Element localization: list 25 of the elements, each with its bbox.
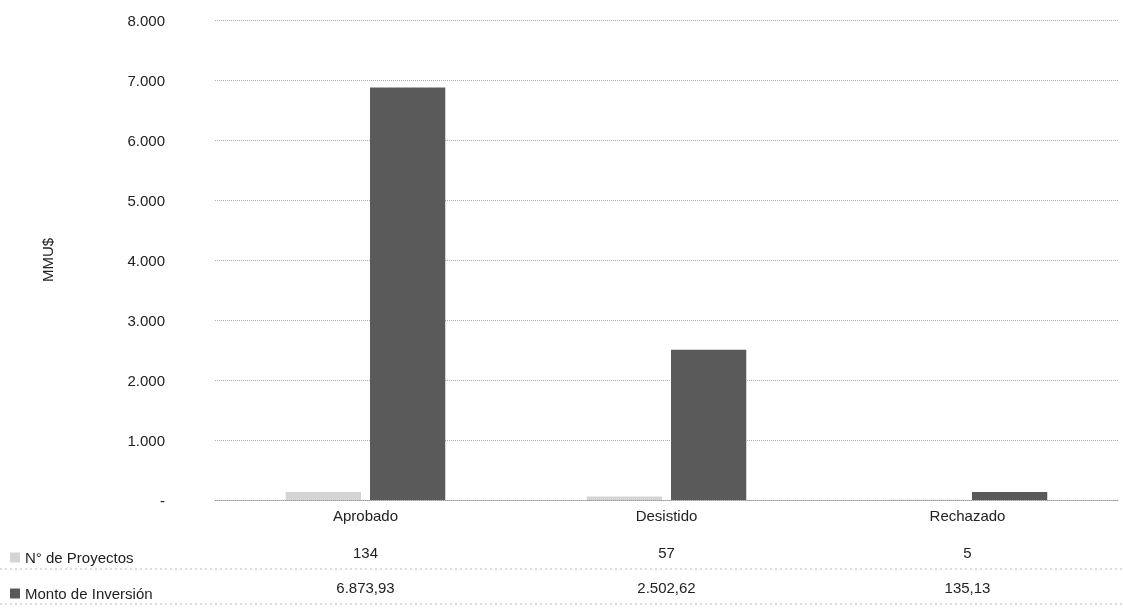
x-tick-label: Desistido xyxy=(635,507,698,524)
x-tick-label: Rechazado xyxy=(929,507,1006,524)
y-axis-title: MMU$ xyxy=(39,237,56,283)
data-label: 134 xyxy=(352,543,379,561)
bar xyxy=(972,491,1048,500)
y-tick-label: 5.000 xyxy=(127,191,165,209)
legend-label: Monto de Inversión xyxy=(25,585,153,602)
bar xyxy=(671,349,747,500)
y-tick-label: 3.000 xyxy=(127,311,165,329)
y-tick-label: 4.000 xyxy=(127,251,165,269)
y-tick-label: 1.000 xyxy=(127,431,165,449)
y-tick-label: 2.000 xyxy=(127,371,165,389)
y-tick-label: - xyxy=(160,491,165,509)
data-label: 5 xyxy=(963,543,972,561)
y-tick-label: 6.000 xyxy=(127,131,165,149)
x-tick-label: Aprobado xyxy=(332,507,399,524)
bar xyxy=(285,491,361,500)
data-label: 57 xyxy=(658,543,675,561)
bar xyxy=(370,87,446,500)
legend-label: N° de Proyectos xyxy=(25,549,134,566)
y-tick-label: 7.000 xyxy=(127,71,165,89)
y-tick-label: 8.000 xyxy=(127,11,165,29)
data-label: 2.502,62 xyxy=(637,578,696,596)
data-label: 135,13 xyxy=(944,578,991,596)
data-label: 6.873,93 xyxy=(336,578,395,596)
